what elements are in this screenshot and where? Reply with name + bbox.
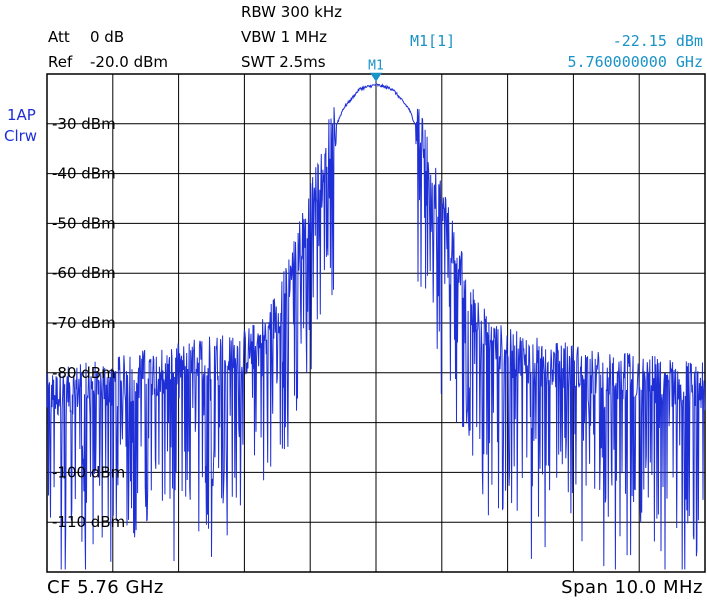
y-tick-label: -110 dBm [52, 513, 125, 531]
swt-setting: SWT 2.5ms [241, 53, 326, 71]
att-label: Att [48, 28, 70, 46]
trace-line [46, 82, 706, 570]
ref-label: Ref [48, 53, 73, 71]
vbw-setting: VBW 1 MHz [241, 28, 328, 46]
y-tick-label: -100 dBm [52, 463, 125, 481]
trace-label-detector: 1AP [7, 106, 36, 124]
marker-level: -22.15 dBm [612, 32, 703, 50]
y-tick-label: -60 dBm [52, 264, 116, 282]
marker-frequency: 5.760000000 GHz [567, 53, 703, 71]
trace-label-mode: Clrw [4, 127, 38, 145]
y-tick-label: -50 dBm [52, 214, 116, 232]
frequency-span: Span 10.0 MHz [561, 577, 703, 598]
y-tick-label: -80 dBm [52, 364, 116, 382]
y-tick-label: -70 dBm [52, 314, 116, 332]
att-value: 0 dB [90, 28, 125, 46]
y-tick-label: -30 dBm [52, 115, 116, 133]
marker-triangle [370, 72, 382, 82]
rbw-setting: RBW 300 kHz [241, 3, 343, 21]
marker-label: M1 [368, 59, 384, 74]
marker-name: M1[1] [410, 32, 456, 50]
y-tick-label: -40 dBm [52, 165, 116, 183]
ref-value: -20.0 dBm [90, 53, 169, 71]
center-frequency: CF 5.76 GHz [47, 577, 164, 598]
